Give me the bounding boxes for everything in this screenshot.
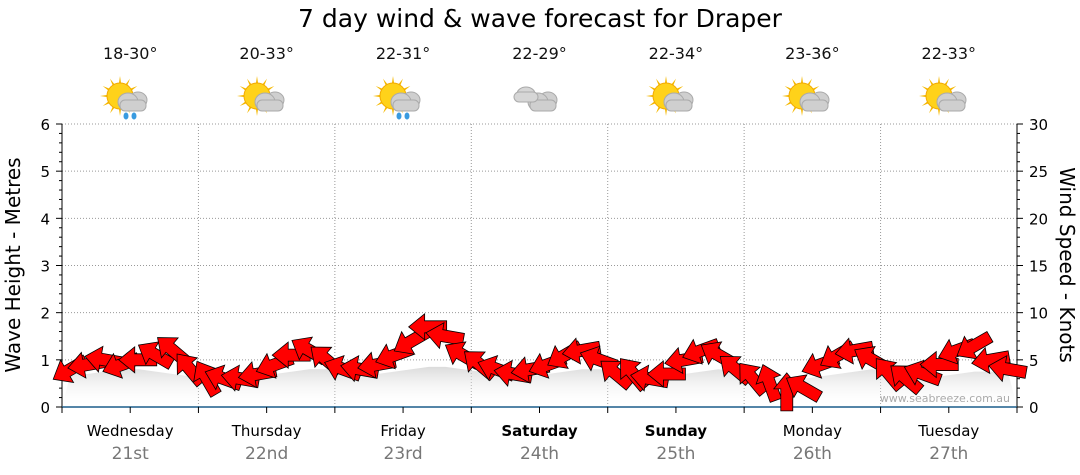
day-name-label: Wednesday [87, 422, 174, 440]
right-tick-label: 5 [1029, 352, 1039, 370]
left-tick-label: 6 [40, 116, 50, 134]
left-tick-label: 3 [40, 258, 50, 276]
day-date-label: 24th [520, 444, 559, 464]
day-temp-range: 20-33° [239, 44, 294, 63]
sun-cloud-icon [644, 76, 704, 122]
right-tick-label: 15 [1029, 258, 1048, 276]
wind-arrow [755, 364, 783, 403]
day-temp-range: 18-30° [102, 44, 158, 63]
day-date-label: 22nd [245, 444, 288, 464]
wind-arrow [988, 355, 1028, 383]
right-tick-label: 0 [1029, 399, 1039, 417]
watermark: www.seabreeze.com.au [880, 392, 1010, 405]
right-tick-label: 20 [1029, 210, 1048, 228]
day-date-label: 21st [112, 444, 149, 464]
wind-arrow [971, 346, 1011, 375]
sun-cloud-rain-icon [98, 76, 158, 122]
day-name-label: Friday [380, 422, 426, 440]
day-temp-range: 22-34° [648, 44, 704, 63]
sun-cloud-icon [235, 76, 295, 122]
wind-arrow [561, 337, 602, 365]
wind-arrow [193, 360, 222, 398]
right-tick-label: 30 [1029, 116, 1048, 134]
day-name-label: Monday [783, 422, 842, 440]
left-tick-label: 5 [40, 163, 50, 181]
right-axis-label: Wind Speed - Knots [1055, 167, 1079, 363]
wind-arrow [785, 374, 823, 403]
day-date-label: 26th [793, 444, 832, 464]
wind-arrow [903, 359, 943, 387]
day-temp-range: 23-36° [785, 44, 840, 63]
left-tick-label: 2 [40, 305, 50, 323]
day-name-label: Tuesday [917, 422, 979, 440]
chart-title: 7 day wind & wave forecast for Draper [298, 4, 782, 33]
day-name-label: Sunday [645, 422, 708, 440]
left-tick-label: 1 [40, 352, 50, 370]
day-temp-range: 22-31° [375, 44, 431, 63]
sun-cloud-rain-icon [371, 76, 431, 122]
wind-arrow [425, 321, 465, 350]
wind-arrow [890, 365, 925, 396]
day-date-label: 27th [929, 444, 968, 464]
left-tick-label: 4 [40, 210, 50, 228]
left-axis-label: Wave Height - Metres [1, 157, 25, 372]
day-name-label: Saturday [501, 422, 578, 440]
left-tick-label: 0 [40, 399, 50, 417]
right-tick-label: 10 [1029, 305, 1048, 323]
wind-arrow [408, 312, 448, 341]
day-temp-range: 22-29° [512, 44, 567, 63]
sun-cloud-icon [780, 76, 840, 122]
day-date-label: 23rd [384, 444, 423, 464]
day-temp-range: 22-33° [921, 44, 977, 63]
day-date-label: 25th [656, 444, 695, 464]
wind-arrow [956, 330, 994, 360]
sun-cloud-icon [917, 76, 977, 122]
cloud-icon [508, 76, 568, 122]
right-tick-label: 25 [1029, 163, 1048, 181]
day-name-label: Thursday [231, 422, 302, 440]
wind-arrow [834, 337, 875, 365]
